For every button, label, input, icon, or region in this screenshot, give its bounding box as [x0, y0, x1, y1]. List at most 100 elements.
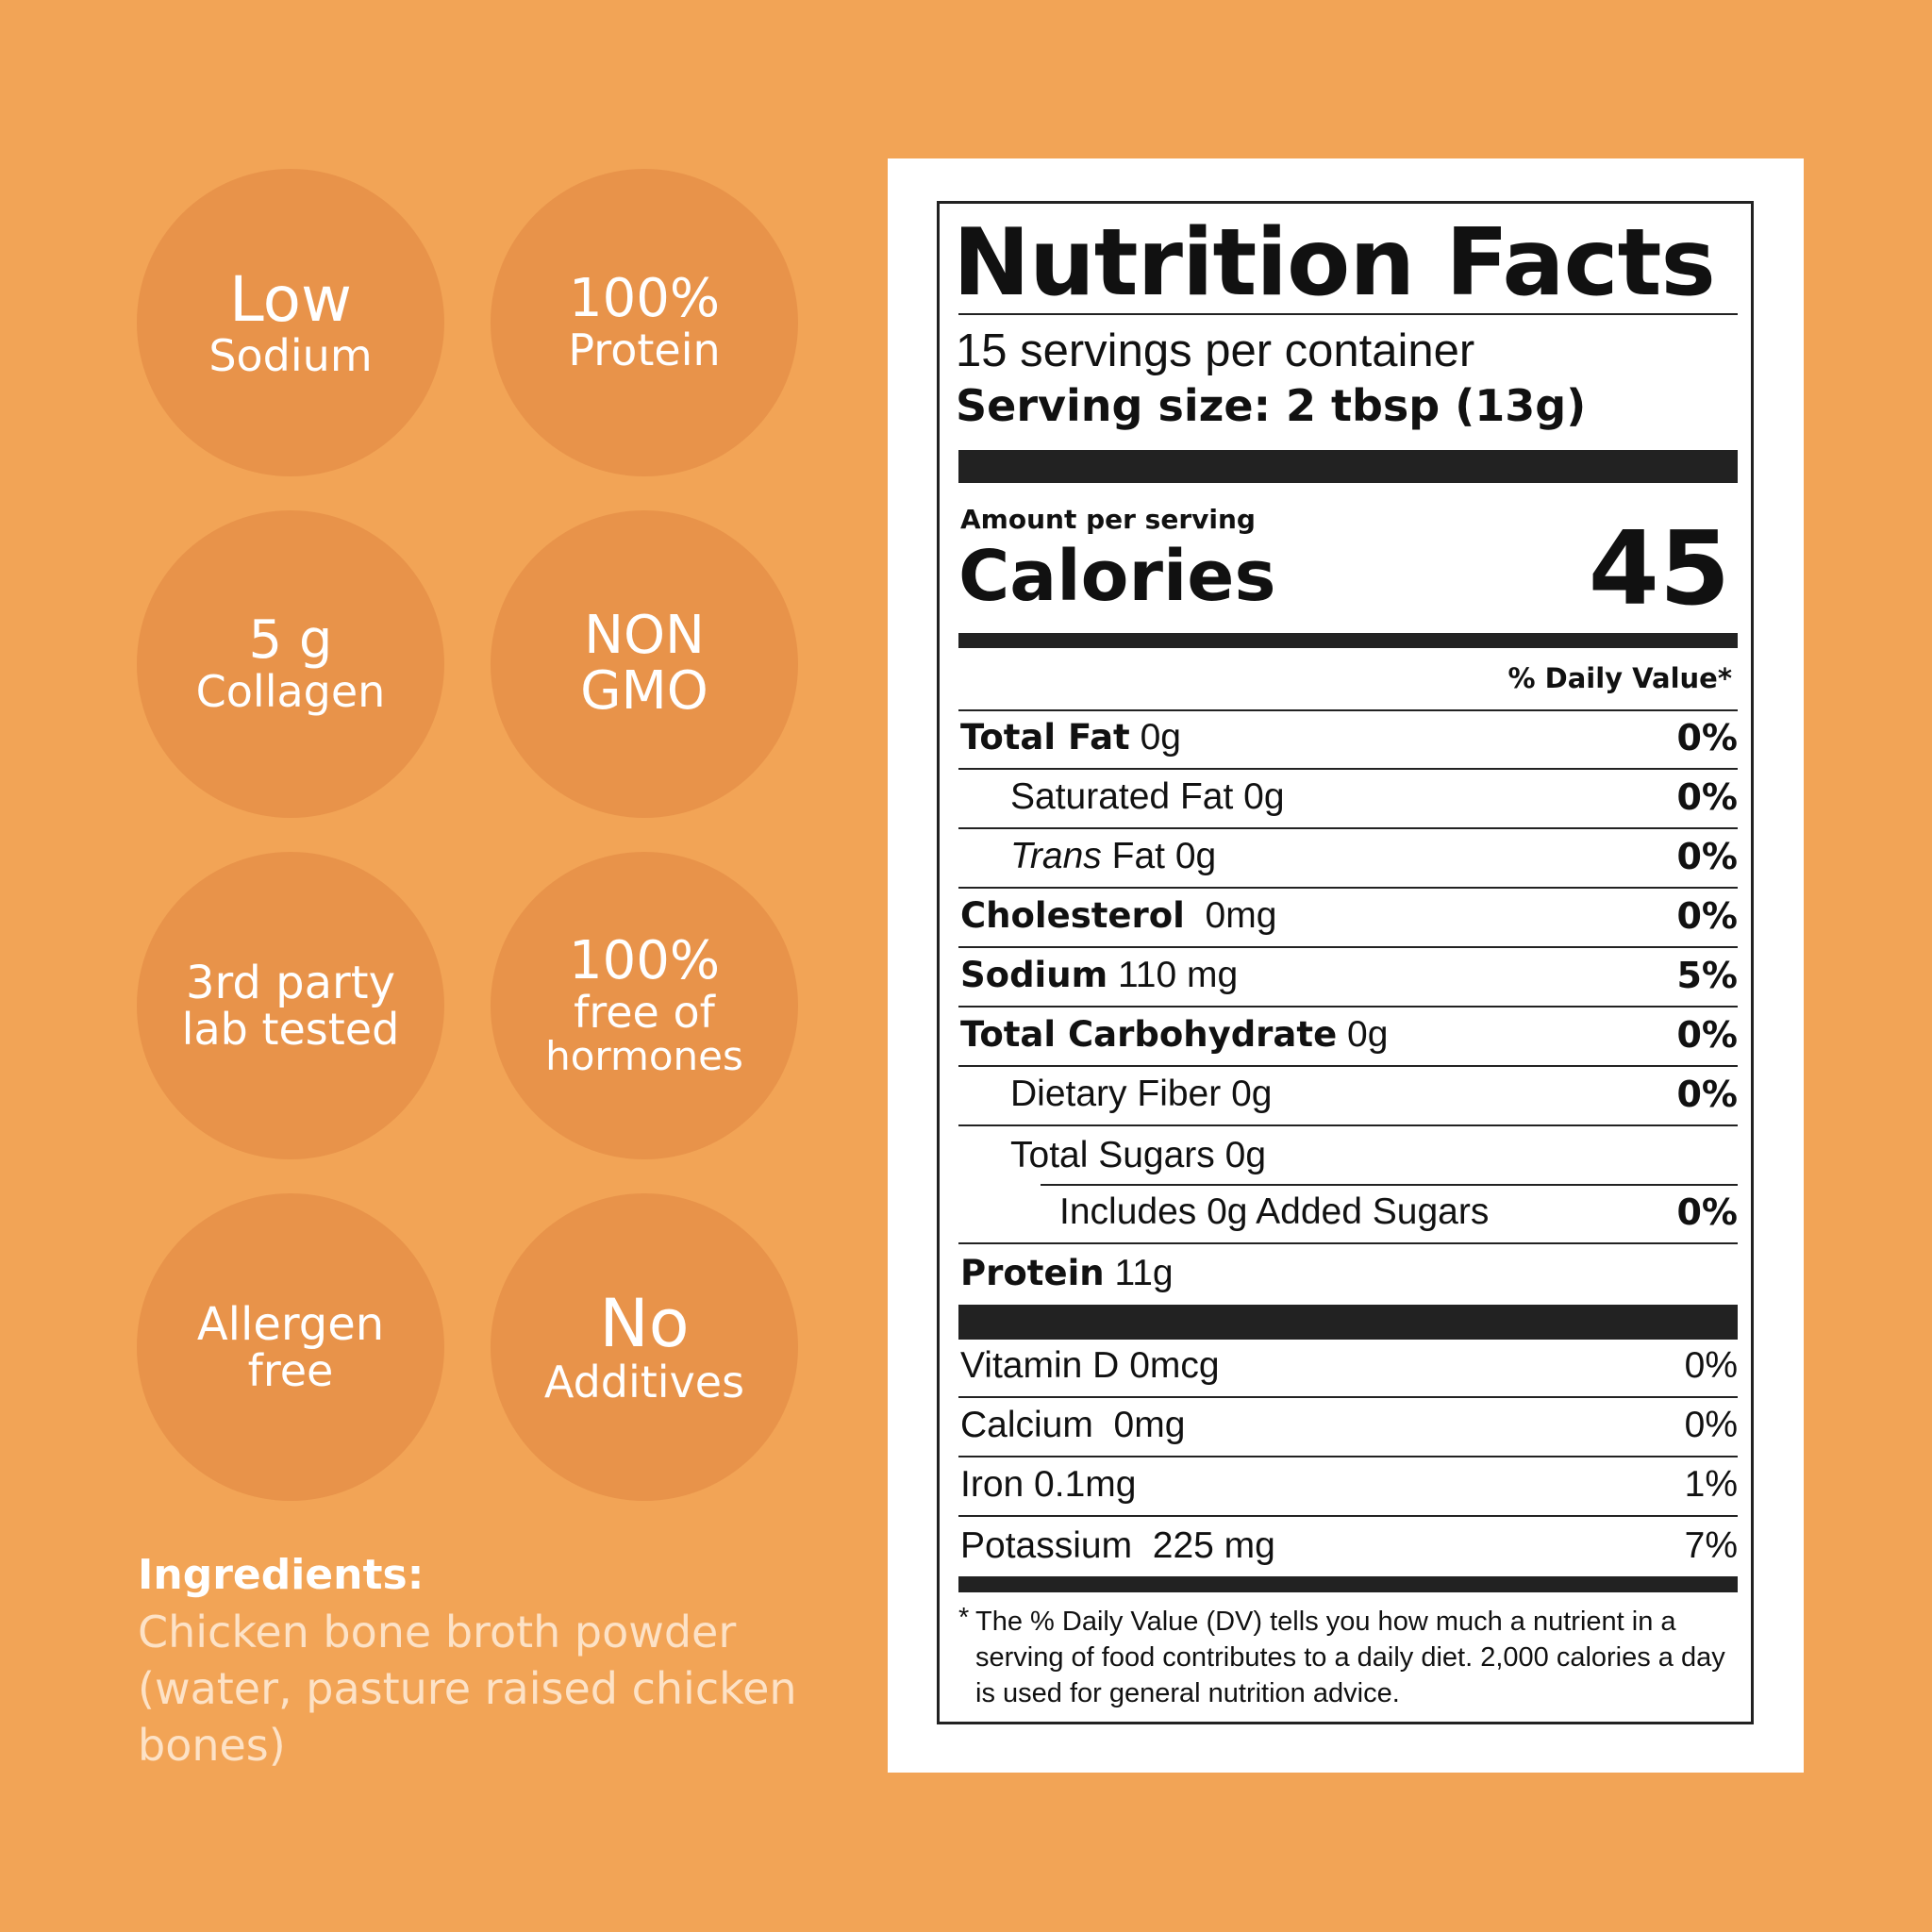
nutrient-dv: 5%: [1676, 955, 1738, 996]
badge-line2: lab tested: [181, 1004, 400, 1056]
nutrient-amount: 11g: [1114, 1253, 1174, 1293]
nutrient-dv: 0%: [1676, 1014, 1738, 1056]
nutrient-name: Fat: [1111, 836, 1165, 876]
nutrient-amount: 0g: [1243, 776, 1285, 817]
footnote-star: *: [958, 1603, 970, 1633]
nutrient-name: Vitamin D: [960, 1345, 1120, 1386]
badge-line2: GMO: [580, 660, 708, 722]
row-iron: Iron 0.1mg 1%: [958, 1458, 1738, 1517]
nutrient-name: Sodium: [960, 955, 1108, 995]
badge-line2: Collagen: [195, 666, 386, 718]
nutrient-name: Saturated Fat: [1010, 776, 1234, 817]
nutrient-name: Cholesterol: [960, 895, 1185, 936]
nutrient-amount: 0g: [1140, 717, 1181, 758]
nutrient-amount: 0g: [1174, 836, 1217, 876]
servings-per-container: 15 servings per container: [956, 325, 1475, 376]
ingredients-block: Ingredients: Chicken bone broth powder (…: [138, 1547, 817, 1774]
badge-hormone-free: 100% free of hormones: [491, 852, 798, 1159]
nutrient-amount: 110 mg: [1117, 955, 1239, 995]
footnote-text: The % Daily Value (DV) tells you how muc…: [975, 1607, 1725, 1708]
row-dietary-fiber: Dietary Fiber 0g 0%: [958, 1068, 1738, 1126]
nutrient-name: Protein: [960, 1253, 1105, 1293]
ingredients-text: Chicken bone broth powder (water, pastur…: [138, 1607, 797, 1771]
nutrient-dv: 0%: [1676, 895, 1738, 937]
nutrient-dv: 0%: [1676, 717, 1738, 758]
badge-line1: 3rd party: [186, 956, 395, 1009]
nutrient-name: Total Carbohydrate: [960, 1014, 1338, 1055]
badge-line1: 100%: [568, 268, 721, 330]
row-protein: Protein 11g: [958, 1245, 1738, 1304]
amount-per-serving: Amount per serving: [960, 504, 1256, 535]
nutrient-dv: 0%: [1676, 1191, 1738, 1233]
row-total-carbohydrate: Total Carbohydrate 0g 0%: [958, 1008, 1738, 1067]
badge-line2: Additives: [543, 1356, 745, 1407]
badge-line3: hormones: [545, 1032, 743, 1079]
nutrient-amount: 0g: [1231, 1074, 1273, 1114]
nutrition-card: [888, 158, 1804, 1773]
badge-low-sodium: Low Sodium: [137, 169, 444, 476]
badge-non-gmo: NON GMO: [491, 510, 798, 818]
divider-medium: [958, 1576, 1738, 1592]
badge-lab-tested: 3rd party lab tested: [137, 852, 444, 1159]
calories-label: Calories: [958, 536, 1276, 617]
row-potassium: Potassium 225 mg 7%: [958, 1518, 1738, 1576]
row-cholesterol: Cholesterol 0mg 0%: [958, 890, 1738, 948]
nutrient-amount: 0.1mg: [1034, 1464, 1137, 1505]
nutrient-name: Total Fat: [960, 717, 1130, 758]
nutrient-dv: 7%: [1684, 1525, 1738, 1566]
row-vitamin-d: Vitamin D 0mcg 0%: [958, 1340, 1738, 1398]
nutrient-dv: 0%: [1684, 1345, 1738, 1386]
badge-collagen: 5 g Collagen: [137, 510, 444, 818]
badge-100-protein: 100% Protein: [491, 169, 798, 476]
nutrient-amount: 0mcg: [1129, 1345, 1220, 1386]
serving-size: Serving size: 2 tbsp (13g): [956, 380, 1587, 431]
daily-value-header: % Daily Value*: [1507, 662, 1732, 694]
nutrient-name: Iron: [960, 1464, 1024, 1505]
nutrient-name-italic: Trans: [1010, 836, 1102, 876]
badge-allergen-free: Allergen free: [137, 1193, 444, 1501]
row-total-fat: Total Fat 0g 0%: [958, 711, 1738, 770]
nutrient-dv: 1%: [1684, 1464, 1738, 1505]
badge-line2: free: [247, 1345, 334, 1397]
nutrient-dv: 0%: [1676, 1074, 1738, 1115]
badge-line1: 5 g: [248, 609, 333, 672]
nutrition-facts-label: Nutrition Facts 15 servings per containe…: [937, 201, 1754, 1724]
nutrient-dv: 0%: [1684, 1405, 1738, 1445]
nutrient-dv: 0%: [1676, 836, 1738, 877]
footnote: * The % Daily Value (DV) tells you how m…: [958, 1603, 1741, 1711]
nutrient-dv: 0%: [1676, 776, 1738, 818]
nutrition-title: Nutrition Facts: [953, 209, 1716, 317]
divider-thin: [958, 709, 1738, 711]
ingredients-title: Ingredients:: [138, 1551, 425, 1599]
nutrient-name: Total Sugars: [1010, 1135, 1215, 1175]
badge-line1: 100%: [568, 930, 721, 992]
nutrient-name: Dietary Fiber: [1010, 1074, 1222, 1114]
nutrient-amount: 0mg: [1113, 1405, 1186, 1445]
row-saturated-fat: Saturated Fat 0g 0%: [958, 771, 1738, 829]
nutrient-name: Includes 0g Added Sugars: [1059, 1191, 1490, 1232]
divider-thick: [958, 450, 1738, 483]
divider-thick: [958, 1305, 1738, 1340]
divider-indented: [1041, 1184, 1738, 1186]
nutrient-amount: 0g: [1224, 1135, 1267, 1175]
nutrient-amount: 225 mg: [1152, 1525, 1275, 1566]
row-added-sugars: Includes 0g Added Sugars 0%: [958, 1186, 1738, 1244]
badge-line2: free of: [574, 987, 715, 1039]
row-sodium: Sodium 110 mg 5%: [958, 949, 1738, 1008]
badge-line1: NON: [584, 605, 705, 667]
nutrient-amount: 0mg: [1205, 895, 1277, 936]
row-trans-fat: Trans Fat 0g 0%: [958, 830, 1738, 889]
row-total-sugars: Total Sugars 0g: [958, 1127, 1738, 1186]
calories-value: 45: [1588, 510, 1730, 628]
nutrient-amount: 0g: [1347, 1014, 1389, 1055]
badge-no-additives: No Additives: [491, 1193, 798, 1501]
row-calcium: Calcium 0mg 0%: [958, 1399, 1738, 1457]
nutrient-name: Calcium: [960, 1405, 1093, 1445]
badge-line2: Protein: [568, 325, 721, 376]
divider-medium: [958, 633, 1738, 648]
badge-line1: Low: [229, 263, 352, 337]
badge-line2: Sodium: [208, 329, 373, 381]
divider-thin: [958, 313, 1738, 315]
nutrient-name: Potassium: [960, 1525, 1133, 1566]
